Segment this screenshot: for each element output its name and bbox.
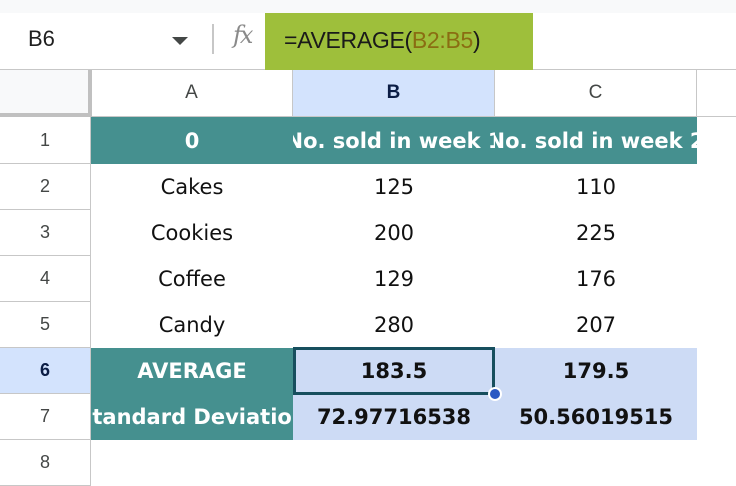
column-header-b[interactable]: B <box>293 70 495 116</box>
cell-c1[interactable]: No. sold in week 2 <box>495 117 697 164</box>
cell-c5[interactable]: 207 <box>575 313 617 337</box>
formula-input[interactable]: =AVERAGE(B2:B5) <box>265 13 533 70</box>
cell-b6[interactable]: 183.5 <box>293 348 495 394</box>
select-all-corner[interactable] <box>0 70 92 117</box>
fill-handle[interactable] <box>488 387 502 401</box>
name-box-dropdown-icon[interactable] <box>172 37 188 45</box>
column-header-a[interactable]: A <box>91 70 293 116</box>
cell-a4[interactable]: Coffee <box>158 267 226 291</box>
cell-c4[interactable]: 176 <box>575 267 617 291</box>
cell-b1-text: No. sold in week 1 <box>293 128 495 153</box>
formula-range-ref: B2:B5 <box>411 27 474 53</box>
cell-b3[interactable]: 200 <box>373 221 415 245</box>
formula-suffix: ) <box>473 27 481 53</box>
cell-b7[interactable]: 72.97716538 <box>293 394 495 440</box>
cell-c1-text: No. sold in week 2 <box>495 128 697 153</box>
formula-prefix: =AVERAGE( <box>284 27 412 53</box>
top-strip <box>0 0 736 13</box>
column-header-d[interactable] <box>697 70 736 116</box>
cell-b4[interactable]: 129 <box>373 267 415 291</box>
row-header-5[interactable]: 5 <box>0 302 91 348</box>
column-header-c[interactable]: C <box>495 70 697 116</box>
formula-text: =AVERAGE(B2:B5) <box>284 27 481 54</box>
row-header-8[interactable]: 8 <box>0 440 91 486</box>
row-header-6[interactable]: 6 <box>0 348 91 394</box>
row-header-1[interactable]: 1 <box>0 117 91 164</box>
row-header-4[interactable]: 4 <box>0 256 91 302</box>
cell-c3[interactable]: 225 <box>575 221 617 245</box>
row-header-3[interactable]: 3 <box>0 210 91 256</box>
cell-a5[interactable]: Candy <box>158 313 226 337</box>
formula-bar-divider <box>212 24 214 54</box>
cell-c7[interactable]: 50.56019515 <box>495 394 697 440</box>
cell-a7-text: Standard Deviation <box>91 405 293 429</box>
cell-b5[interactable]: 280 <box>373 313 415 337</box>
cell-a7[interactable]: Standard Deviation <box>91 394 293 440</box>
column-header-row: A B C <box>0 70 736 117</box>
cell-a1-text: 0 <box>184 128 200 153</box>
fx-icon: fx <box>233 21 253 49</box>
cell-b2[interactable]: 125 <box>373 175 415 199</box>
row-header-7[interactable]: 7 <box>0 394 91 440</box>
cell-c2[interactable]: 110 <box>575 175 617 199</box>
cell-a6-text: AVERAGE <box>137 359 247 383</box>
cell-a2[interactable]: Cakes <box>160 175 224 199</box>
row-header-2[interactable]: 2 <box>0 164 91 210</box>
cell-a1[interactable]: 0 <box>91 117 293 164</box>
formula-bar: B6 fx =AVERAGE(B2:B5) <box>0 13 736 70</box>
cell-a6[interactable]: AVERAGE <box>91 348 293 394</box>
name-box[interactable]: B6 <box>28 26 55 51</box>
cell-a3[interactable]: Cookies <box>150 221 234 245</box>
cell-b1[interactable]: No. sold in week 1 <box>293 117 495 164</box>
cell-c6[interactable]: 179.5 <box>495 348 697 394</box>
